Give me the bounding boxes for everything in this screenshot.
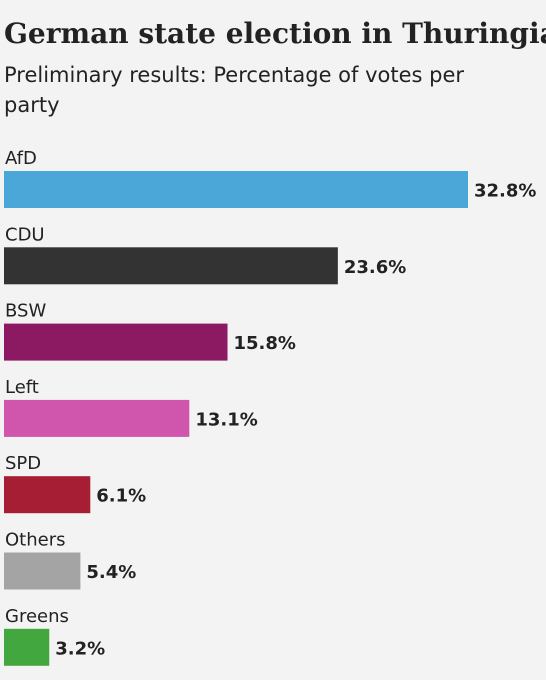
value-label-bsw: 15.8% — [234, 333, 296, 354]
category-label-bsw: BSW — [5, 301, 46, 322]
category-label-others: Others — [5, 530, 66, 551]
category-label-cdu: CDU — [5, 224, 45, 245]
value-label-greens: 3.2% — [55, 638, 105, 659]
category-label-left: Left — [5, 377, 39, 398]
bar-greens — [4, 628, 50, 666]
chart-title: German state election in Thuringia — [4, 17, 546, 50]
value-label-spd: 6.1% — [96, 486, 146, 507]
bar-left — [4, 399, 190, 437]
bar-others — [4, 552, 81, 590]
bar-spd — [4, 476, 91, 514]
value-label-afd: 32.8% — [474, 181, 536, 202]
category-label-spd: SPD — [5, 453, 41, 474]
value-label-left: 13.1% — [195, 409, 257, 430]
bar-bsw — [4, 323, 228, 361]
bar-cdu — [4, 247, 338, 285]
value-label-others: 5.4% — [86, 562, 136, 583]
category-label-greens: Greens — [5, 606, 69, 627]
value-label-cdu: 23.6% — [344, 257, 406, 278]
bar-afd — [4, 171, 468, 208]
category-label-afd: AfD — [5, 148, 37, 169]
chart-subtitle: Preliminary results: Percentage of votes… — [4, 63, 465, 117]
